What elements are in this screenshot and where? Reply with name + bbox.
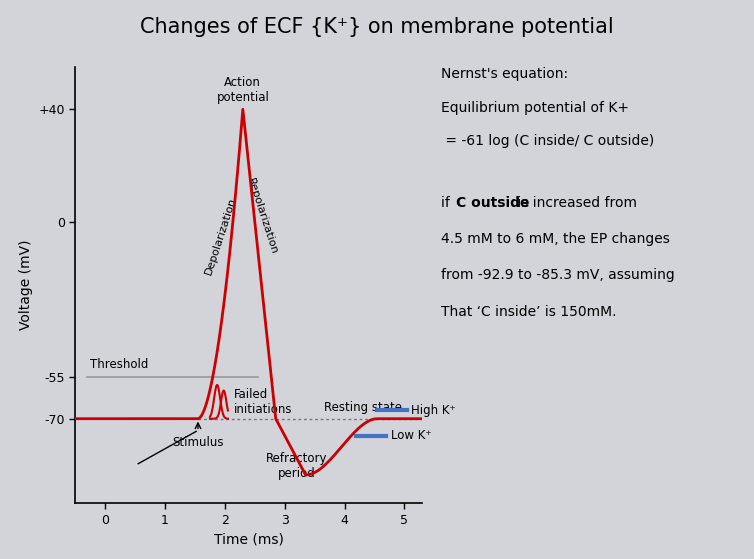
Text: High K⁺: High K⁺ <box>412 404 456 417</box>
Text: C outside: C outside <box>456 196 529 210</box>
Text: Low K⁺: Low K⁺ <box>391 429 431 442</box>
Text: Stimulus: Stimulus <box>172 435 224 448</box>
Text: 4.5 mM to 6 mM, the EP changes: 4.5 mM to 6 mM, the EP changes <box>441 232 670 246</box>
Text: Action
potential: Action potential <box>216 75 269 103</box>
Text: That ‘C inside’ is 150mM.: That ‘C inside’ is 150mM. <box>441 305 617 319</box>
Text: Depolarization: Depolarization <box>204 196 238 276</box>
Text: Changes of ECF {K⁺} on membrane potential: Changes of ECF {K⁺} on membrane potentia… <box>140 17 614 37</box>
Text: Equilibrium potential of K+: Equilibrium potential of K+ <box>441 101 629 115</box>
Text: from -92.9 to -85.3 mV, assuming: from -92.9 to -85.3 mV, assuming <box>441 268 675 282</box>
Text: if: if <box>441 196 455 210</box>
Text: Repolarization: Repolarization <box>245 177 279 255</box>
X-axis label: Time (ms): Time (ms) <box>214 532 284 546</box>
Text: Nernst's equation:: Nernst's equation: <box>441 67 569 81</box>
Text: Failed
initiations: Failed initiations <box>234 388 293 416</box>
Text: is increased from: is increased from <box>513 196 636 210</box>
Y-axis label: Voltage (mV): Voltage (mV) <box>19 240 33 330</box>
Text: Resting state: Resting state <box>323 401 402 414</box>
Text: Refractory
period: Refractory period <box>266 452 327 481</box>
Text: Threshold: Threshold <box>90 358 149 371</box>
Text: = -61 log (C inside/ C outside): = -61 log (C inside/ C outside) <box>441 134 654 148</box>
